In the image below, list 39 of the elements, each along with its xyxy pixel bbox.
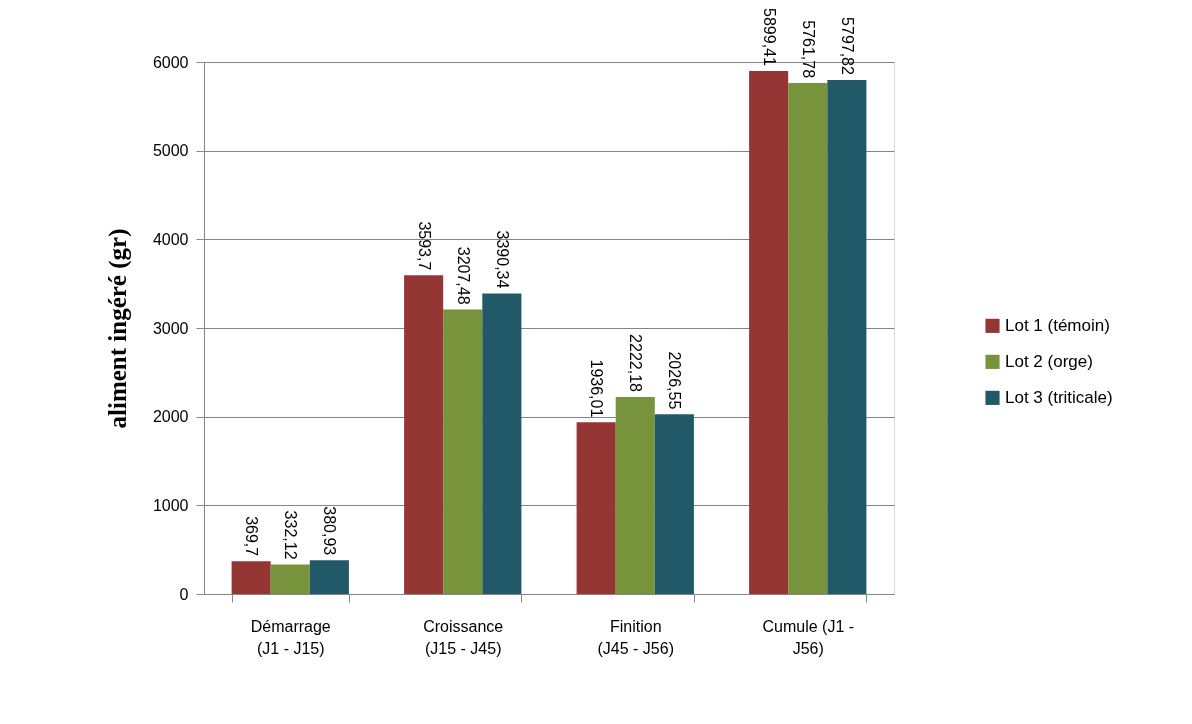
bar (576, 422, 616, 594)
bar (443, 309, 483, 594)
bar (749, 70, 789, 594)
bar (788, 83, 828, 594)
y-tick-label: 5000 (152, 142, 189, 160)
bar (827, 79, 867, 594)
data-label: 380,93 (321, 506, 339, 556)
data-label: 3593,7 (415, 221, 433, 271)
bar (654, 414, 694, 594)
legend-label: Lot 2 (orge) (1005, 351, 1093, 371)
y-tick-label: 3000 (152, 319, 189, 337)
legend-label: Lot 1 (témoin) (1005, 315, 1110, 335)
data-label: 1936,01 (588, 359, 606, 418)
y-tick-label: 0 (179, 585, 189, 603)
x-tick-label: Croissance (J15 - J45) (423, 617, 504, 657)
bar (231, 561, 271, 594)
data-label: 3390,34 (493, 230, 511, 289)
data-label: 5797,82 (838, 17, 856, 76)
y-tick-label: 1000 (152, 496, 189, 514)
data-label: 5899,41 (760, 8, 778, 67)
y-tick-label: 2000 (152, 408, 189, 426)
bar (404, 275, 444, 594)
data-label: 2222,18 (627, 334, 645, 393)
data-label: 332,12 (282, 510, 300, 560)
bar (615, 396, 655, 594)
y-tick-label: 6000 (152, 53, 189, 71)
bar (309, 560, 349, 594)
data-label: 369,7 (243, 516, 261, 557)
x-tick-label: Finition (J45 - J56) (597, 617, 674, 657)
bar (482, 293, 522, 594)
bar (270, 564, 310, 594)
data-label: 3207,48 (454, 246, 472, 305)
x-tick-label: Cumule (J1 - J56) (762, 617, 855, 657)
y-axis-title: aliment ingéré (gr) (103, 228, 132, 429)
x-tick-label: Démarrage (J1 - J15) (250, 617, 331, 657)
data-label: 2026,55 (666, 351, 684, 410)
data-label: 5761,78 (799, 20, 817, 79)
y-tick-label: 4000 (152, 230, 189, 248)
legend-label: Lot 3 (triticale) (1005, 387, 1113, 407)
